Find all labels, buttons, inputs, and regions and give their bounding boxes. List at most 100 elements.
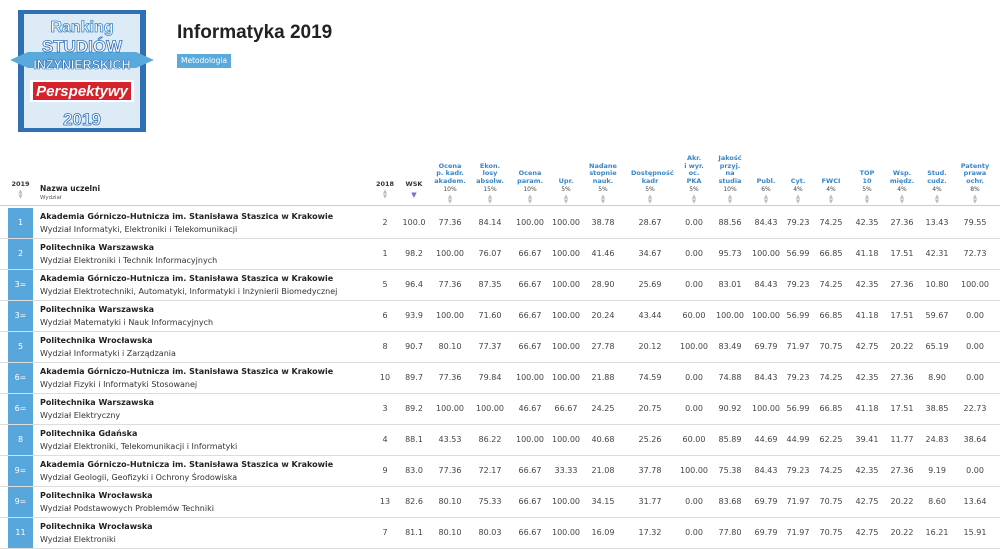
wsk-value: 82.6 (405, 497, 423, 506)
criterion-value: 34.15 (591, 497, 615, 506)
col-criterion-12[interactable]: TOP 10 5% ▲ ▼ (848, 169, 886, 205)
criterion-value: 60.00 (682, 311, 706, 320)
col-criterion-label: kadr (641, 176, 659, 185)
criterion-value: 33.33 (554, 466, 578, 475)
col-criterion-5[interactable]: Nadane stopnie nauk. 5% ▲ ▼ (584, 161, 622, 205)
criterion-value: 72.17 (478, 466, 502, 475)
criterion-value: 17.51 (890, 311, 914, 320)
prev-rank: 3 (382, 404, 388, 413)
sort-arrows-icon: ▲ ▼ (647, 193, 653, 205)
criterion-value: 0.00 (685, 249, 703, 258)
criterion-value: 100.00 (552, 249, 580, 258)
col-criterion-14[interactable]: Stud. cudz. 4% ▲ ▼ (918, 169, 956, 205)
col-criterion-4[interactable]: Upr. 5% ▲ ▼ (547, 176, 585, 205)
criterion-value: 84.43 (754, 466, 778, 475)
criterion-value: 100.00 (436, 249, 464, 258)
criterion-value: 56.99 (786, 249, 810, 258)
criterion-value: 80.10 (438, 342, 462, 351)
sort-arrows-icon: ▲ ▼ (864, 193, 870, 205)
col-criterion-weight: 5% (598, 186, 608, 193)
col-criterion-2[interactable]: Ekon. losy absolw. 15% ▲ ▼ (471, 162, 509, 205)
wsk-value: 83.0 (405, 466, 423, 475)
criterion-value: 80.10 (438, 528, 462, 537)
table-row[interactable]: 1 Akademia Górniczo-Hutnicza im. Stanisła… (0, 208, 1000, 239)
col-criterion-8[interactable]: Jakość przyj. na studia 10% ▲ ▼ (711, 154, 749, 205)
logo-line1: Ranking (50, 19, 113, 36)
criterion-value: 15.91 (963, 528, 987, 537)
criterion-value: 100.00 (752, 249, 780, 258)
university-name: Politechnika Warszawska (40, 305, 155, 314)
col-criterion-label: Nadane (589, 161, 617, 170)
criterion-value: 27.36 (890, 280, 914, 289)
col-criterion-label: Upr. (558, 176, 574, 185)
criterion-value: 20.22 (890, 497, 914, 506)
col-criterion-10[interactable]: Cyt. 4% ▲ ▼ (779, 177, 817, 205)
col-name-label[interactable]: Nazwa uczelni (40, 184, 101, 193)
criterion-value: 83.49 (718, 342, 742, 351)
table-row[interactable]: 8 Politechnika Gdańska Wydział Elektroniki… (0, 425, 1000, 456)
criterion-value: 84.43 (754, 373, 778, 382)
prev-rank: 6 (382, 311, 388, 320)
criterion-value: 0.00 (966, 342, 984, 351)
criterion-value: 71.97 (786, 342, 810, 351)
prev-rank: 7 (382, 528, 388, 537)
prev-rank: 2 (382, 218, 388, 227)
criterion-value: 79.23 (786, 466, 810, 475)
sort-arrows-icon: ▲ ▼ (972, 193, 978, 205)
criterion-value: 43.53 (438, 435, 462, 444)
col-criterion-15[interactable]: Patenty prawa ochr. 8% ▲ ▼ (956, 162, 994, 205)
criterion-value: 62.25 (819, 435, 843, 444)
methodology-button[interactable]: Metodologia (177, 54, 232, 68)
col-wsk[interactable]: WSK ▼ (400, 180, 428, 198)
criterion-value: 84.43 (754, 280, 778, 289)
criterion-value: 20.75 (638, 404, 662, 413)
col-criterion-9[interactable]: Publ. 6% ▲ ▼ (747, 177, 785, 205)
criterion-value: 25.26 (638, 435, 662, 444)
criterion-value: 100.00 (552, 373, 580, 382)
col-prev-2018[interactable]: 2018 ▲ ▼ (372, 180, 398, 200)
col-criterion-label: 10 (862, 176, 872, 185)
criterion-value: 42.31 (925, 249, 949, 258)
table-row[interactable]: 3= Akademia Górniczo-Hutnicza im. Stanisł… (0, 270, 1000, 301)
table-row[interactable]: 9= Akademia Górniczo-Hutnicza im. Stanisł… (0, 456, 1000, 487)
col-rank-label: 2019 (11, 180, 30, 188)
table-row[interactable]: 2 Politechnika Warszawska Wydział Elektron… (0, 239, 1000, 270)
criterion-value: 0.00 (966, 373, 984, 382)
prev-rank: 9 (382, 466, 388, 475)
criterion-value: 100.00 (752, 311, 780, 320)
criterion-value: 42.35 (855, 466, 879, 475)
wsk-value: 100.0 (402, 218, 426, 227)
criterion-value: 41.46 (591, 249, 615, 258)
table-row[interactable]: 5 Politechnika Wrocławska Wydział Informat… (0, 332, 1000, 363)
criterion-value: 79.23 (786, 280, 810, 289)
col-criterion-6[interactable]: Dostępność kadr 5% ▲ ▼ (631, 169, 674, 205)
col-criterion-11[interactable]: FWCI 4% ▲ ▼ (812, 177, 850, 205)
table-row[interactable]: 6= Politechnika Warszawska Wydział Elektry… (0, 394, 1000, 425)
faculty-name: Wydział Elektroniki i Technik Informacyj… (40, 256, 218, 265)
col-criterion-label: Ocena (438, 161, 462, 170)
wsk-value: 98.2 (405, 249, 423, 258)
col-criterion-3[interactable]: Ocena param. 10% ▲ ▼ (511, 169, 549, 205)
col-criterion-7[interactable]: Akr. i wyr. oc. PKA 5% ▲ ▼ (675, 154, 713, 205)
table-row[interactable]: 3= Politechnika Warszawska Wydział Matemat… (0, 301, 1000, 332)
criterion-value: 42.75 (855, 497, 879, 506)
table-row[interactable]: 9= Politechnika Wrocławska Wydział Podstaw… (0, 487, 1000, 518)
criterion-value: 60.00 (682, 435, 706, 444)
criterion-value: 8.90 (928, 373, 946, 382)
criterion-value: 44.99 (786, 435, 810, 444)
col-criterion-13[interactable]: Wsp. międz. 4% ▲ ▼ (883, 169, 921, 205)
table-row[interactable]: 6= Akademia Górniczo-Hutnicza im. Stanisł… (0, 363, 1000, 394)
criterion-value: 100.00 (752, 404, 780, 413)
criterion-value: 100.00 (680, 342, 708, 351)
col-rank-2019[interactable]: 2019 ▲ ▼ (8, 180, 33, 200)
criterion-value: 65.19 (925, 342, 949, 351)
col-criterion-label: ochr. (966, 176, 984, 185)
faculty-name: Wydział Elektrotechniki, Automatyki, Inf… (40, 287, 338, 296)
table-row[interactable]: 11 Politechnika Wrocławska Wydział Elektro… (0, 518, 1000, 549)
university-name: Politechnika Warszawska (40, 398, 155, 407)
col-criterion-label: oc. (688, 169, 700, 177)
rank-badge: 3= (8, 301, 33, 331)
col-criterion-1[interactable]: Ocena p. kadr. akadem. 10% ▲ ▼ (431, 161, 469, 205)
criterion-value: 66.85 (819, 311, 843, 320)
col-criterion-weight: 4% (826, 186, 836, 193)
